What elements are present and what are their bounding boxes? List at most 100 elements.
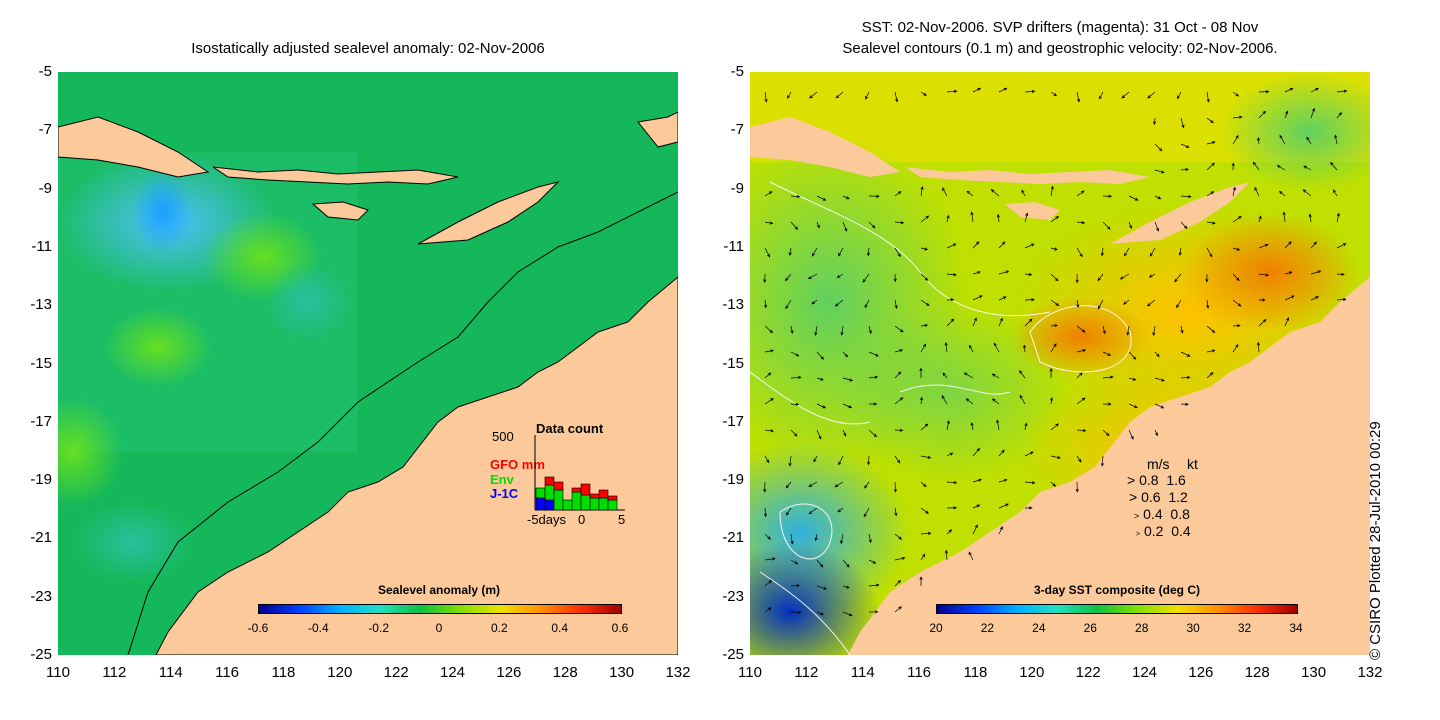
velocity-arrow xyxy=(1205,273,1209,283)
x-tick-label: 116 xyxy=(907,664,932,681)
velocity-arrow xyxy=(1128,377,1137,381)
velocity-arrow xyxy=(1258,110,1267,119)
velocity-arrow xyxy=(1276,165,1286,171)
velocity-arrow xyxy=(1336,112,1342,119)
velocity-arrow xyxy=(842,559,850,568)
velocity-arrow xyxy=(972,317,977,327)
colorbar-tick-label: 30 xyxy=(1186,621,1200,635)
velocity-arrow xyxy=(814,325,818,336)
velocity-arrow xyxy=(991,373,1000,379)
data-count-x-start: -5days xyxy=(527,512,567,527)
x-tick-label: 130 xyxy=(1301,664,1327,681)
y-tick-label: -19 xyxy=(30,471,52,489)
velocity-arrow xyxy=(946,506,958,510)
velocity-arrow xyxy=(1334,134,1338,145)
velocity-arrow xyxy=(834,299,844,307)
velocity-arrow xyxy=(1154,143,1163,152)
velocity-arrow xyxy=(1076,247,1083,258)
y-tick-label: -15 xyxy=(722,354,744,372)
velocity-arrow xyxy=(788,247,792,257)
velocity-arrow xyxy=(1302,189,1312,197)
velocity-arrow xyxy=(1100,455,1104,467)
velocity-arrow xyxy=(816,559,824,568)
velocity-arrow xyxy=(1126,325,1130,336)
y-tick-label: -5 xyxy=(730,63,744,80)
colorbar-tick-label: 32 xyxy=(1237,621,1252,635)
y-tick-label: -9 xyxy=(730,179,744,197)
x-tick-label: 126 xyxy=(496,664,522,681)
velocity-arrow xyxy=(1076,397,1086,405)
velocity-arrow xyxy=(1076,372,1083,379)
velocity-arrow xyxy=(1282,211,1286,223)
velocity-arrow xyxy=(920,455,932,459)
velocity-arrow xyxy=(790,221,799,231)
velocity-arrow xyxy=(920,91,927,96)
velocity-arrow xyxy=(1232,91,1240,97)
velocity-arrow xyxy=(919,396,924,405)
legend-env: Env xyxy=(490,472,514,487)
velocity-arrow xyxy=(1206,141,1216,145)
velocity-arrow xyxy=(944,549,949,561)
velocity-arrow xyxy=(1102,402,1112,406)
velocity-arrow xyxy=(1206,91,1210,103)
velocity-arrow xyxy=(1024,506,1033,510)
velocity-arrow xyxy=(972,478,983,483)
velocity-arrow xyxy=(1310,87,1320,93)
velocity-arrow xyxy=(1206,299,1210,309)
north-islands xyxy=(637,111,678,148)
velocity-arrow xyxy=(1100,247,1104,257)
velocity-arrow xyxy=(1232,115,1243,119)
velocity-arrow xyxy=(864,481,870,489)
velocity-arrow xyxy=(1180,325,1184,334)
velocity-arrow xyxy=(836,273,844,278)
velocity-arrow xyxy=(1180,167,1190,172)
velocity-arrow xyxy=(1336,272,1345,276)
velocity-arrow xyxy=(969,344,974,353)
velocity-arrow xyxy=(972,447,981,457)
velocity-arrow xyxy=(1099,91,1104,100)
velocity-arrow xyxy=(1076,348,1087,353)
velocity-arrow xyxy=(1102,429,1110,437)
colorbar-tick-label: 0.2 xyxy=(490,621,508,635)
velocity-arrow xyxy=(920,299,930,306)
velocity-arrow xyxy=(1232,215,1242,223)
velocity-arrow xyxy=(764,429,775,433)
velocity-arrow xyxy=(1174,273,1182,283)
velocity-arrow xyxy=(790,375,802,380)
velocity-arrow xyxy=(894,579,902,587)
velocity-arrow xyxy=(764,349,774,353)
velocity-arrow xyxy=(790,559,799,565)
velocity-arrow xyxy=(764,455,770,464)
velocity-arrow xyxy=(894,91,899,103)
velocity-arrow xyxy=(1024,272,1033,277)
velocity-arrow xyxy=(1308,213,1312,223)
y-tick-label: -7 xyxy=(730,121,744,139)
velocity-arrow xyxy=(1121,91,1130,99)
sst-map[interactable] xyxy=(750,72,1370,655)
velocity-arrow xyxy=(1177,91,1182,100)
y-tick-label: -25 xyxy=(30,646,52,663)
velocity-arrow xyxy=(764,607,772,613)
velocity-arrow xyxy=(868,533,872,544)
sealevel-anomaly-map[interactable] xyxy=(58,72,678,655)
velocity-arrow xyxy=(763,507,768,518)
velocity-arrow xyxy=(1284,241,1292,249)
velocity-arrow xyxy=(1154,169,1165,174)
velocity-arrow xyxy=(920,507,929,514)
lesser-sunda-islands-sst xyxy=(905,167,1150,184)
sumba-island xyxy=(311,201,369,221)
data-count-bars xyxy=(534,435,625,511)
velocity-arrow xyxy=(1232,273,1240,282)
velocity-arrow xyxy=(866,247,871,257)
velocity-arrow xyxy=(1178,247,1182,256)
y-tick-label: -11 xyxy=(723,237,744,255)
colorbar-tick-label: 34 xyxy=(1289,621,1303,635)
velocity-arrow xyxy=(808,507,818,515)
colorbar-tick-label: 22 xyxy=(980,621,995,635)
velocity-arrow xyxy=(1258,90,1270,94)
velocity-arrow xyxy=(942,187,948,197)
velocity-arrow xyxy=(966,190,974,197)
velocity-arrow xyxy=(894,325,904,333)
x-tick-label: 132 xyxy=(1357,664,1383,681)
velocity-arrow xyxy=(946,298,955,302)
